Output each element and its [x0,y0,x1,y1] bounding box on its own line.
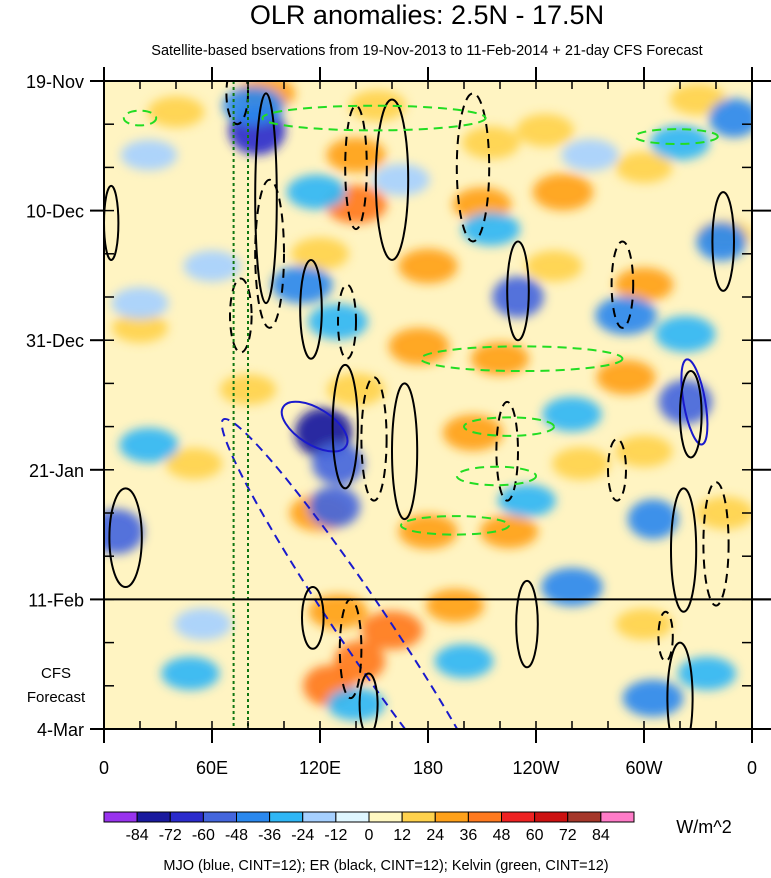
anomaly-cell [119,428,178,463]
colorbar-label: -48 [225,827,248,844]
colorbar-swatch [203,812,236,822]
anomaly-cell [623,680,684,717]
colorbar-label: 0 [365,827,374,844]
anomaly-cell [615,435,672,467]
colorbar-swatch [270,812,303,822]
anomaly-cell [287,175,346,210]
chart-title: OLR anomalies: 2.5N - 17.5N [250,0,604,30]
anomaly-cell [148,96,205,127]
colorbar-label: 36 [459,827,477,844]
colorbar-swatch [435,812,468,822]
anomaly-cell [291,237,349,270]
y-tick-label: 21-Jan [29,461,84,481]
colorbar-swatch [303,812,336,822]
colorbar-label: 60 [526,827,544,844]
anomaly-cell [184,251,241,282]
anomaly-cell [595,296,657,334]
x-tick-label: 0 [747,758,757,778]
anomaly-cell [90,509,144,554]
colorbar-swatch [170,812,203,822]
colorbar-swatch [237,812,270,822]
colorbar-label: -36 [258,827,281,844]
y-tick-label: 11-Feb [28,590,84,610]
colorbar-label: -12 [324,827,347,844]
anomaly-cell [480,515,538,548]
anomaly-cell [552,447,610,480]
y-tick-label: 4-Mar [37,720,84,740]
x-tick-label: 60W [625,758,662,778]
anomaly-cell [462,126,520,159]
anomaly-cell [435,644,494,678]
colorbar-swatch [137,812,170,822]
colorbar-label: -84 [126,827,149,844]
chart-subtitle: Satellite-based bservations from 19-Nov-… [151,43,702,59]
anomaly-cell [659,380,712,424]
anomaly-cell [161,657,219,690]
anomaly-cell [111,287,168,319]
anomaly-cell [309,486,361,527]
colorbar-swatch [535,812,568,822]
anomaly-cell [398,249,457,284]
colorbar-swatch [568,812,601,822]
anomaly-cell [516,114,574,147]
anomaly-cell [361,611,423,649]
anomaly-cell [678,657,736,690]
x-tick-label: 180 [413,758,443,778]
x-tick-label: 120E [299,758,341,778]
colorbar-label: 24 [426,827,444,844]
anomaly-cell [174,608,231,640]
y-tick-label: 10-Dec [26,202,84,222]
x-tick-label: 120W [512,758,559,778]
anomaly-cell [389,328,450,365]
colorbar-swatch [104,812,137,822]
anomaly-cell [398,514,457,549]
colorbar-units: W/m^2 [676,817,731,837]
anomaly-cell [121,140,177,170]
colorbar-label: 48 [493,827,511,844]
anomaly-cell [492,276,544,317]
colorbar: -84 -72 -60 -48 -36 -24 -12 0 12 24 36 48 60 72 84 [104,812,634,844]
colorbar-swatch [502,812,535,822]
colorbar-label: -24 [291,827,314,844]
anomaly-cell [696,222,746,261]
colorbar-swatch [336,812,369,822]
anomaly-cell [542,397,601,432]
colorbar-label: -72 [159,827,182,844]
colorbar-label: -60 [192,827,215,844]
olr-hovmoller-chart: OLR anomalies: 2.5N - 17.5N Satellite-ba… [0,0,771,878]
anomaly-cell [223,86,285,124]
anomaly-cell [372,164,429,196]
anomaly-cell [533,174,594,211]
colorbar-label: 12 [393,827,411,844]
colorbar-swatch [369,812,402,822]
x-tick-label: 0 [99,758,109,778]
colorbar-swatch [468,812,501,822]
y-tick-label: 19-Nov [26,72,84,92]
colorbar-swatch [402,812,435,822]
colorbar-label: 72 [559,827,577,844]
forecast-label-line1: CFS [41,665,71,682]
y-tick-label: 31-Dec [26,331,84,351]
anomaly-cell [426,589,484,622]
x-tick-label: 60E [196,758,228,778]
colorbar-label: 84 [592,827,610,844]
anomaly-cell [526,251,583,282]
anomaly-cell [561,139,618,171]
anomaly-cell [655,316,715,352]
overlay-footnote: MJO (blue, CINT=12); ER (black, CINT=12)… [163,858,608,874]
anomaly-cell [541,568,603,606]
colorbar-swatch [601,812,634,822]
plot-area [90,62,771,842]
forecast-label-line2: Forecast [27,689,86,706]
